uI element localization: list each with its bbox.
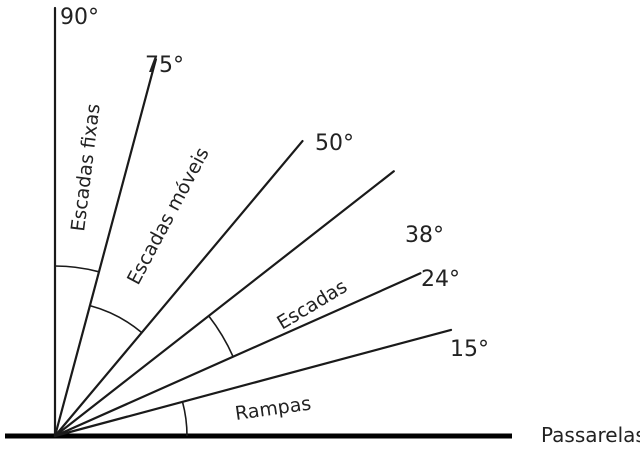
angle-label-75: 75° (145, 53, 184, 78)
arc-rampas (181, 401, 188, 437)
angle-label-50: 50° (315, 131, 354, 156)
range-label-escadas-fixas: Escadas fixas (67, 102, 104, 232)
ray-50 (53, 140, 304, 438)
arc-escadas-fixas (54, 265, 100, 273)
angle-label-15: 15° (450, 337, 489, 362)
range-label-escadas-moveis: Escadas móveis (123, 144, 214, 288)
angle-label-24: 24° (421, 267, 460, 292)
arc-escadas-moveis (89, 304, 143, 334)
angle-label-90: 90° (60, 5, 99, 30)
ray-24 (53, 272, 422, 438)
range-label-escadas: Escadas (273, 275, 351, 334)
ray-38 (53, 170, 395, 438)
range-label-rampas: Rampas (234, 393, 313, 425)
ray-15 (53, 328, 453, 438)
ray-75 (53, 58, 157, 438)
angle-label-38: 38° (405, 223, 444, 248)
arc-escadas (208, 315, 234, 358)
ground-label: Passarelas (541, 423, 640, 447)
